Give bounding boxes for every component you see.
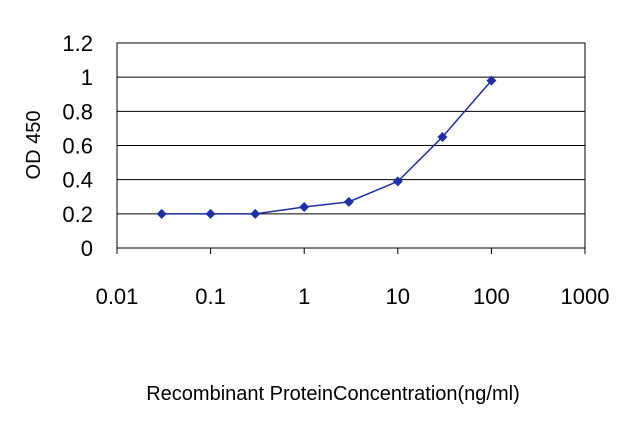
x-axis-tick-labels: 0.01 0.1 1 10 100 1000	[96, 284, 610, 309]
y-tick-label-0.8: 0.8	[62, 99, 93, 124]
x-tick-label-1000: 1000	[561, 284, 610, 309]
series-group	[156, 75, 497, 219]
y-axis-title: OD 450	[23, 111, 45, 180]
data-point-2	[250, 208, 261, 219]
data-point-6	[437, 131, 448, 142]
x-axis-ticks	[116, 248, 586, 254]
y-tick-label-1.2: 1.2	[62, 31, 93, 56]
data-point-1	[205, 208, 216, 219]
data-point-5	[392, 176, 403, 187]
x-tick-label-1: 1	[298, 284, 310, 309]
x-tick-label-0.1: 0.1	[195, 284, 226, 309]
series-line-0	[161, 80, 492, 215]
y-axis-tick-labels: 0 0.2 0.4 0.6 0.8 1 1.2	[62, 31, 93, 261]
y-tick-label-0: 0	[81, 236, 93, 261]
y-tick-label-1: 1	[81, 65, 93, 90]
data-point-3	[299, 202, 310, 212]
y-tick-label-0.4: 0.4	[62, 168, 93, 193]
data-point-7	[486, 75, 497, 86]
y-tick-label-0.2: 0.2	[62, 202, 93, 227]
data-point-0	[156, 208, 167, 219]
x-tick-label-10: 10	[386, 284, 410, 309]
x-tick-label-100: 100	[473, 284, 510, 309]
x-tick-label-0.01: 0.01	[96, 284, 139, 309]
y-tick-label-0.6: 0.6	[62, 134, 93, 159]
data-point-4	[343, 196, 354, 207]
x-axis-title: Recombinant ProteinConcentration(ng/ml)	[146, 383, 520, 405]
